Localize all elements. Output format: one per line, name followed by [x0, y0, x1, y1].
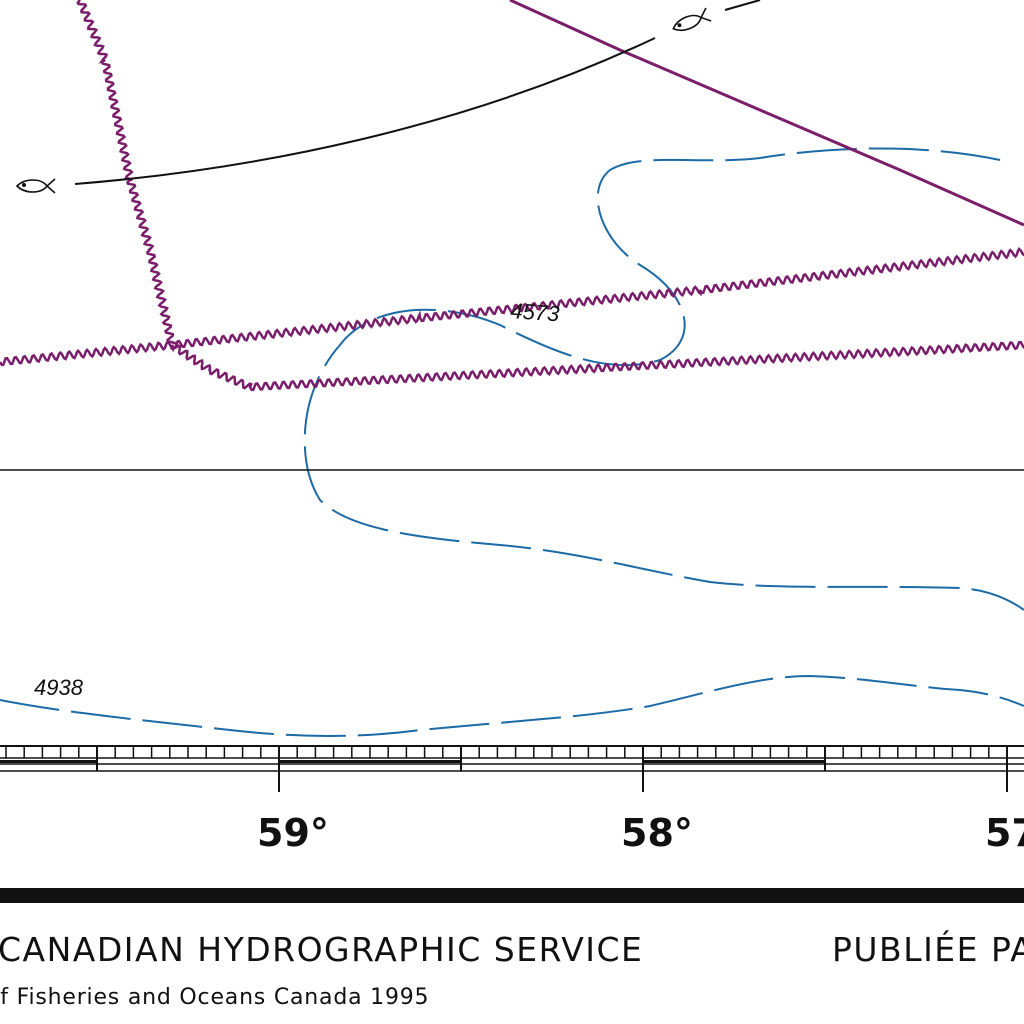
depth-contours	[0, 147, 1024, 737]
copyright-line: of Fisheries and Oceans Canada 1995	[0, 985, 430, 1010]
longitude-scale	[0, 745, 1024, 792]
scale-ticks	[5, 746, 1008, 758]
boundary-line-wavy-lower	[170, 340, 1024, 392]
boundary-line-diagonal	[509, 0, 1024, 227]
fish-icon	[672, 7, 712, 32]
publisher-english: CANADIAN HYDROGRAPHIC SERVICE	[0, 930, 644, 969]
boundary-line-wavy-vertical	[76, 0, 177, 345]
depth-contour-upper	[303, 147, 1024, 611]
fish-icon	[15, 178, 56, 194]
publisher-french: PUBLIÉE PA	[832, 930, 1024, 969]
fishing-limit-line-dashed	[724, 0, 761, 11]
degree-ticks	[96, 746, 1008, 792]
depth-contour-lower	[0, 674, 1024, 737]
depth-label: 4938	[34, 675, 84, 700]
longitude-label: 57	[985, 811, 1024, 855]
chart-border	[0, 888, 1024, 903]
scale-bars	[0, 760, 825, 763]
longitude-label: 59°	[257, 811, 329, 855]
fishing-limit-line	[74, 37, 656, 185]
depth-label: 4573	[510, 298, 561, 326]
longitude-label: 58°	[621, 811, 693, 855]
